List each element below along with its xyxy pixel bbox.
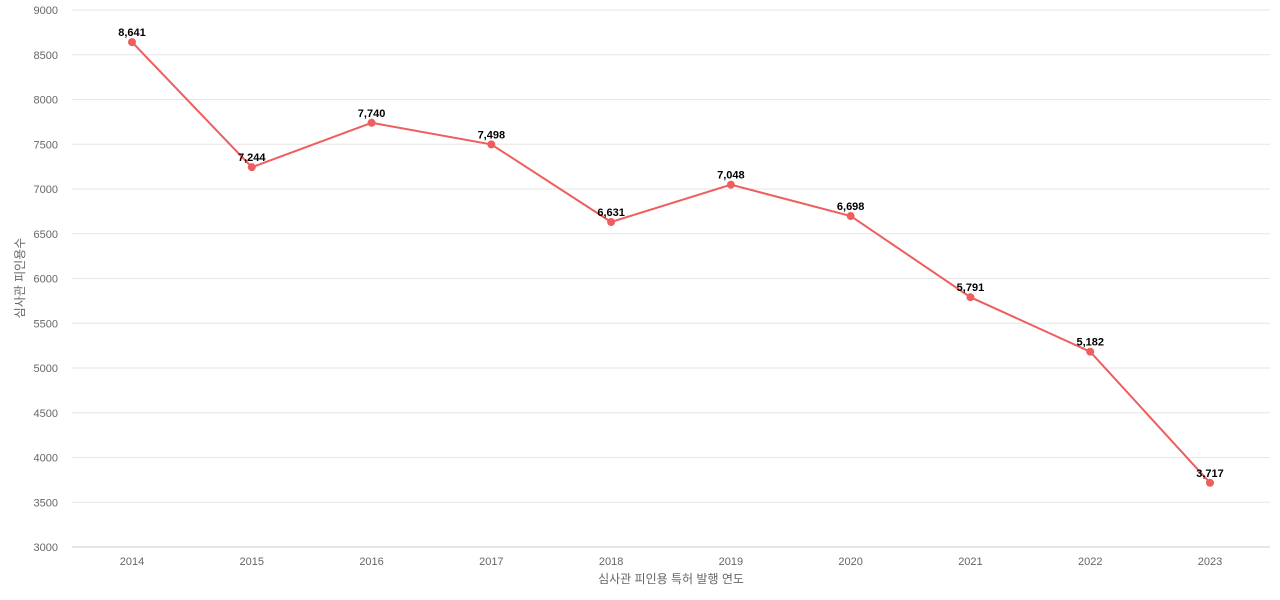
y-tick-label: 3500: [34, 497, 58, 509]
data-point[interactable]: [367, 118, 376, 127]
data-label: 5,182: [1076, 337, 1104, 349]
y-tick-label: 8500: [34, 50, 58, 62]
y-tick-label: 7500: [34, 139, 58, 151]
x-tick-label: 2018: [599, 556, 623, 568]
x-axis-title: 심사관 피인용 특허 발행 연도: [598, 571, 744, 586]
data-label: 7,498: [478, 129, 506, 141]
y-axis-ticks: 3000 3500 4000 4500 5000 5500 6000 6500 7000 7500…: [34, 5, 58, 554]
data-point[interactable]: [846, 212, 855, 221]
data-point[interactable]: [726, 180, 735, 189]
y-tick-label: 5500: [34, 318, 58, 330]
y-axis-title: 심사관 피인용수: [13, 238, 27, 319]
x-tick-label: 2014: [120, 556, 144, 568]
y-tick-label: 8000: [34, 95, 58, 107]
data-point[interactable]: [966, 293, 975, 302]
data-points: [128, 38, 1214, 487]
x-tick-label: 2016: [359, 556, 383, 568]
x-tick-label: 2023: [1198, 556, 1222, 568]
data-labels: 8,641 7,244 7,740 7,498 6,631 7,048 6,698 5,791…: [118, 27, 1224, 480]
y-tick-label: 5000: [34, 363, 58, 375]
y-tick-label: 6000: [34, 274, 58, 286]
grid-lines: [72, 9, 1270, 548]
data-label: 6,631: [597, 207, 625, 219]
data-label: 7,740: [358, 108, 386, 120]
data-label: 6,698: [837, 201, 865, 213]
y-tick-label: 6500: [34, 229, 58, 241]
x-axis-ticks: 2014 2015 2016 2017 2018 2019 2020 2021 2022 2023: [120, 556, 1222, 568]
x-tick-label: 2020: [838, 556, 862, 568]
data-point[interactable]: [1206, 478, 1214, 487]
x-tick-label: 2019: [719, 556, 743, 568]
y-tick-label: 9000: [34, 5, 58, 17]
data-point[interactable]: [487, 140, 496, 149]
y-tick-label: 4000: [34, 453, 58, 465]
data-label: 7,048: [717, 170, 745, 182]
data-point[interactable]: [247, 163, 256, 172]
y-tick-label: 3000: [34, 542, 58, 554]
x-tick-label: 2017: [479, 556, 503, 568]
y-tick-label: 7000: [34, 184, 58, 196]
y-tick-label: 4500: [34, 408, 58, 420]
data-point[interactable]: [1086, 347, 1095, 356]
data-label: 5,791: [957, 282, 985, 294]
x-tick-label: 2021: [958, 556, 982, 568]
data-point[interactable]: [607, 218, 616, 227]
data-label: 3,717: [1196, 468, 1224, 480]
series-line-layer: [131, 41, 1211, 484]
data-label: 8,641: [118, 27, 146, 39]
series-line: [131, 41, 1211, 484]
x-tick-label: 2022: [1078, 556, 1102, 568]
data-point[interactable]: [128, 38, 136, 47]
x-tick-label: 2015: [240, 556, 264, 568]
data-label: 7,244: [238, 152, 266, 164]
